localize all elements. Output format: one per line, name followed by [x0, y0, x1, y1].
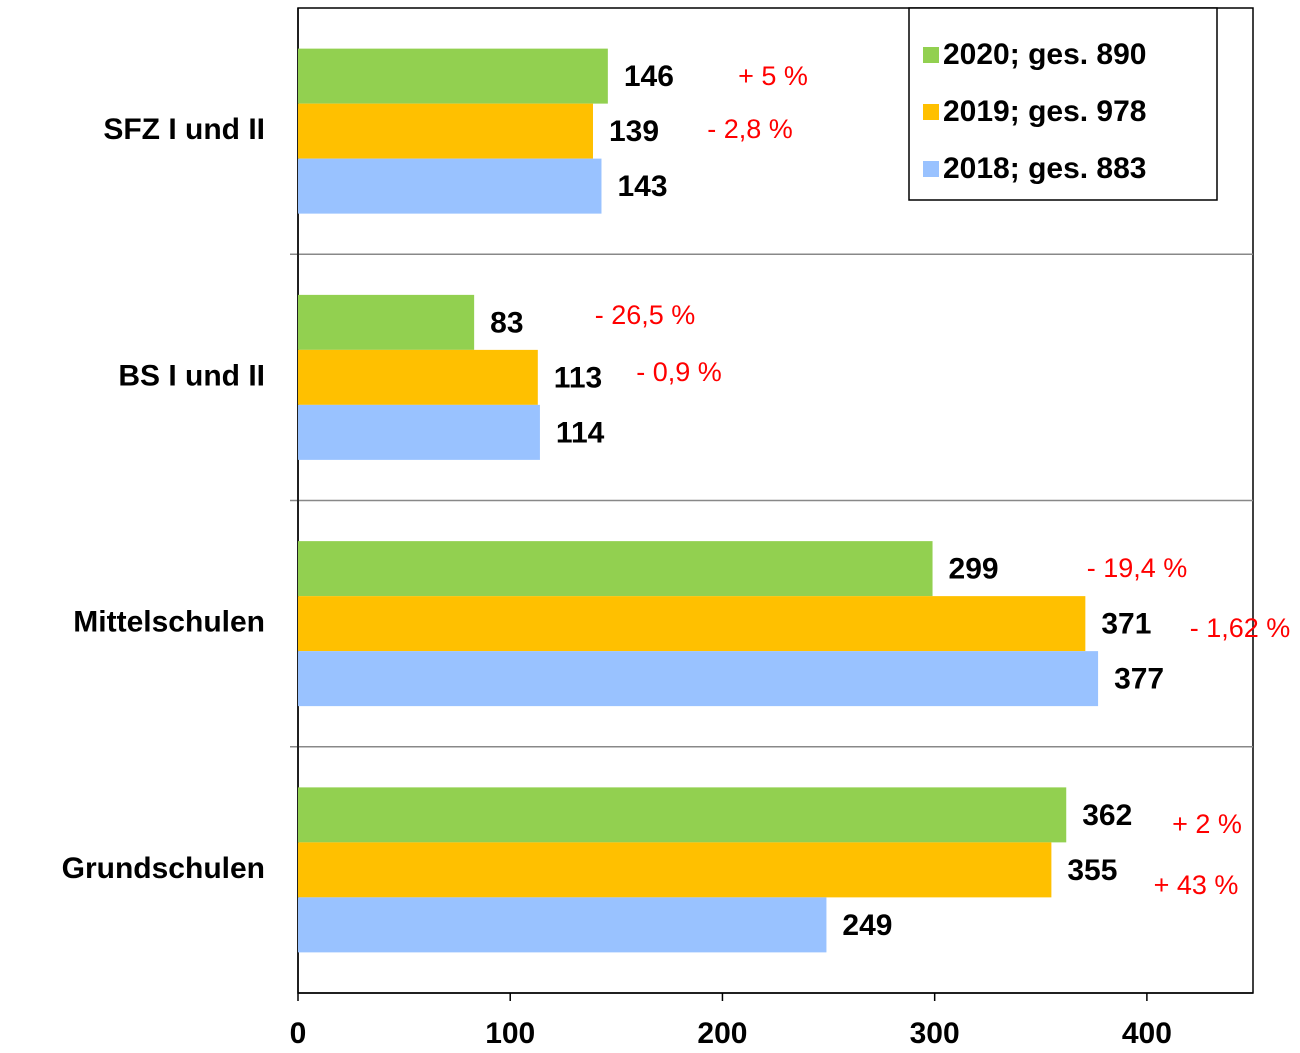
annotation: - 0,9 % — [636, 357, 722, 387]
annotation: + 43 % — [1154, 870, 1239, 900]
category-label: SFZ I und II — [103, 113, 265, 146]
x-tick-label: 300 — [910, 1017, 960, 1050]
annotation: - 2,8 % — [707, 114, 793, 144]
bar — [298, 541, 933, 597]
data-label: 143 — [617, 170, 667, 203]
legend-swatch — [923, 161, 939, 177]
bar — [298, 349, 538, 405]
category-label: Mittelschulen — [73, 606, 265, 639]
bar — [298, 596, 1086, 652]
bar — [298, 103, 593, 159]
data-label: 139 — [609, 115, 659, 148]
bar — [298, 651, 1099, 707]
bar — [298, 897, 827, 953]
legend-swatch — [923, 47, 939, 63]
bar — [298, 842, 1052, 898]
legend-label: 2020; ges. 890 — [943, 38, 1146, 71]
bar — [298, 787, 1067, 843]
data-label: 114 — [556, 416, 605, 449]
bar — [298, 158, 602, 214]
data-label: 146 — [624, 60, 674, 93]
legend-box — [908, 7, 1218, 201]
data-label: 83 — [490, 306, 523, 339]
annotation: - 26,5 % — [595, 300, 696, 330]
data-label: 371 — [1101, 608, 1151, 641]
x-tick-label: 100 — [485, 1017, 535, 1050]
bar — [298, 48, 608, 104]
bar — [298, 404, 540, 460]
data-label: 299 — [949, 553, 999, 586]
annotation: + 5 % — [738, 61, 808, 91]
x-tick-label: 200 — [697, 1017, 747, 1050]
legend-label: 2018; ges. 883 — [943, 152, 1146, 185]
legend-label: 2019; ges. 978 — [943, 95, 1146, 128]
x-tick-label: 400 — [1122, 1017, 1172, 1050]
legend-swatch — [923, 104, 939, 120]
annotation: - 19,4 % — [1087, 553, 1188, 583]
data-label: 249 — [842, 909, 892, 942]
data-label: 355 — [1067, 854, 1117, 887]
annotation: - 1,62 % — [1190, 613, 1291, 643]
category-label: Grundschulen — [62, 852, 265, 885]
data-label: 113 — [554, 361, 602, 394]
bar — [298, 294, 475, 350]
category-label: BS I und II — [118, 359, 265, 392]
data-label: 362 — [1082, 799, 1132, 832]
annotation: + 2 % — [1172, 809, 1242, 839]
x-tick-label: 0 — [290, 1017, 307, 1050]
data-label: 377 — [1114, 663, 1164, 696]
